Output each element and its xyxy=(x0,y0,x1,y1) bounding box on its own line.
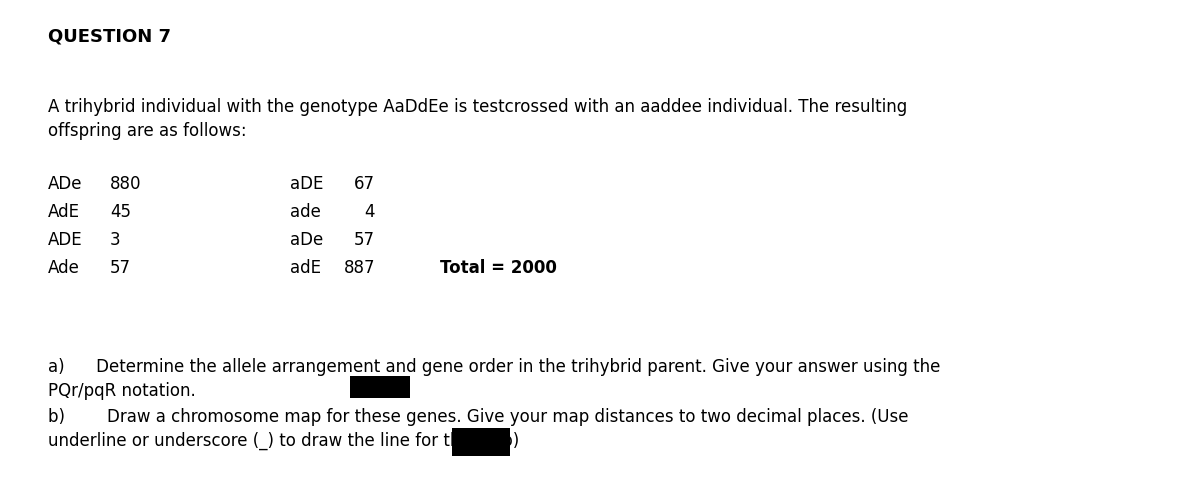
Text: Ade: Ade xyxy=(48,259,80,277)
Text: 57: 57 xyxy=(354,231,374,249)
Text: 57: 57 xyxy=(110,259,131,277)
Text: ADe: ADe xyxy=(48,175,83,193)
Text: A trihybrid individual with the genotype AaDdEe is testcrossed with an aaddee in: A trihybrid individual with the genotype… xyxy=(48,98,907,116)
Text: Total = 2000: Total = 2000 xyxy=(440,259,557,277)
Text: ade: ade xyxy=(290,203,320,221)
Text: adE: adE xyxy=(290,259,322,277)
Text: AdE: AdE xyxy=(48,203,80,221)
Text: offspring are as follows:: offspring are as follows: xyxy=(48,122,247,140)
Text: QUESTION 7: QUESTION 7 xyxy=(48,28,172,46)
Text: 4: 4 xyxy=(365,203,374,221)
Text: a)      Determine the allele arrangement and gene order in the trihybrid parent.: a) Determine the allele arrangement and … xyxy=(48,358,941,376)
Text: 887: 887 xyxy=(343,259,374,277)
Bar xyxy=(452,428,510,456)
Text: underline or underscore (_) to draw the line for the map): underline or underscore (_) to draw the … xyxy=(48,432,520,450)
Text: 880: 880 xyxy=(110,175,142,193)
Text: aDE: aDE xyxy=(290,175,323,193)
Text: ADE: ADE xyxy=(48,231,83,249)
Bar xyxy=(350,376,410,398)
Text: aDe: aDe xyxy=(290,231,323,249)
Text: b)        Draw a chromosome map for these genes. Give your map distances to two : b) Draw a chromosome map for these genes… xyxy=(48,408,908,426)
Text: 45: 45 xyxy=(110,203,131,221)
Text: 67: 67 xyxy=(354,175,374,193)
Text: 3: 3 xyxy=(110,231,121,249)
Text: PQr/pqR notation.: PQr/pqR notation. xyxy=(48,382,196,400)
